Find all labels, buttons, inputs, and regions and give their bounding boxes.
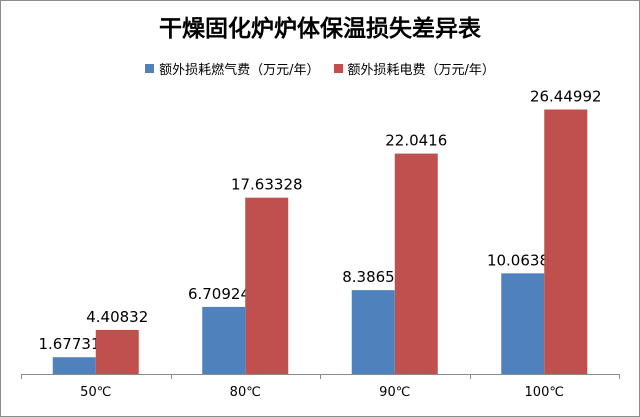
bar-gas-2 [351,290,395,374]
legend-item-gas: 额外损耗燃气费（万元/年） [145,59,320,78]
legend-label-gas: 额外损耗燃气费（万元/年） [159,63,320,78]
data-label-gas-2: 8.38656 [342,268,404,286]
legend-swatch-gas [145,64,155,73]
bar-electric-3 [544,109,588,375]
legend-item-electric: 额外损耗电费（万元/年） [333,59,495,78]
legend: 额外损耗燃气费（万元/年） 额外损耗电费（万元/年） [1,59,639,78]
bar-gas-1 [202,306,246,374]
bar-gas-0 [52,357,96,374]
x-tick-label-3: 100℃ [525,385,564,400]
data-label-electric-1: 17.63328 [231,176,303,194]
x-tick-label-0: 50℃ [80,385,111,400]
data-label-electric-3: 26.44992 [530,88,602,106]
chart-title: 干燥固化炉炉体保温损失差异表 [159,16,481,42]
legend-label-electric: 额外损耗电费（万元/年） [347,63,495,78]
bar-electric-0 [95,329,139,374]
bar-electric-1 [245,197,289,374]
legend-swatch-electric [333,64,343,73]
data-label-gas-0: 1.677312 [38,335,110,353]
x-tick-label-1: 80℃ [230,385,261,400]
bar-electric-2 [394,153,438,374]
data-label-electric-0: 4.40832 [86,308,148,326]
bar-gas-3 [501,273,545,374]
data-label-gas-1: 6.709248 [188,285,260,303]
x-tick-label-2: 90℃ [379,385,410,400]
data-label-gas-3: 10.06387 [487,251,559,269]
data-label-electric-2: 22.0416 [385,132,447,150]
